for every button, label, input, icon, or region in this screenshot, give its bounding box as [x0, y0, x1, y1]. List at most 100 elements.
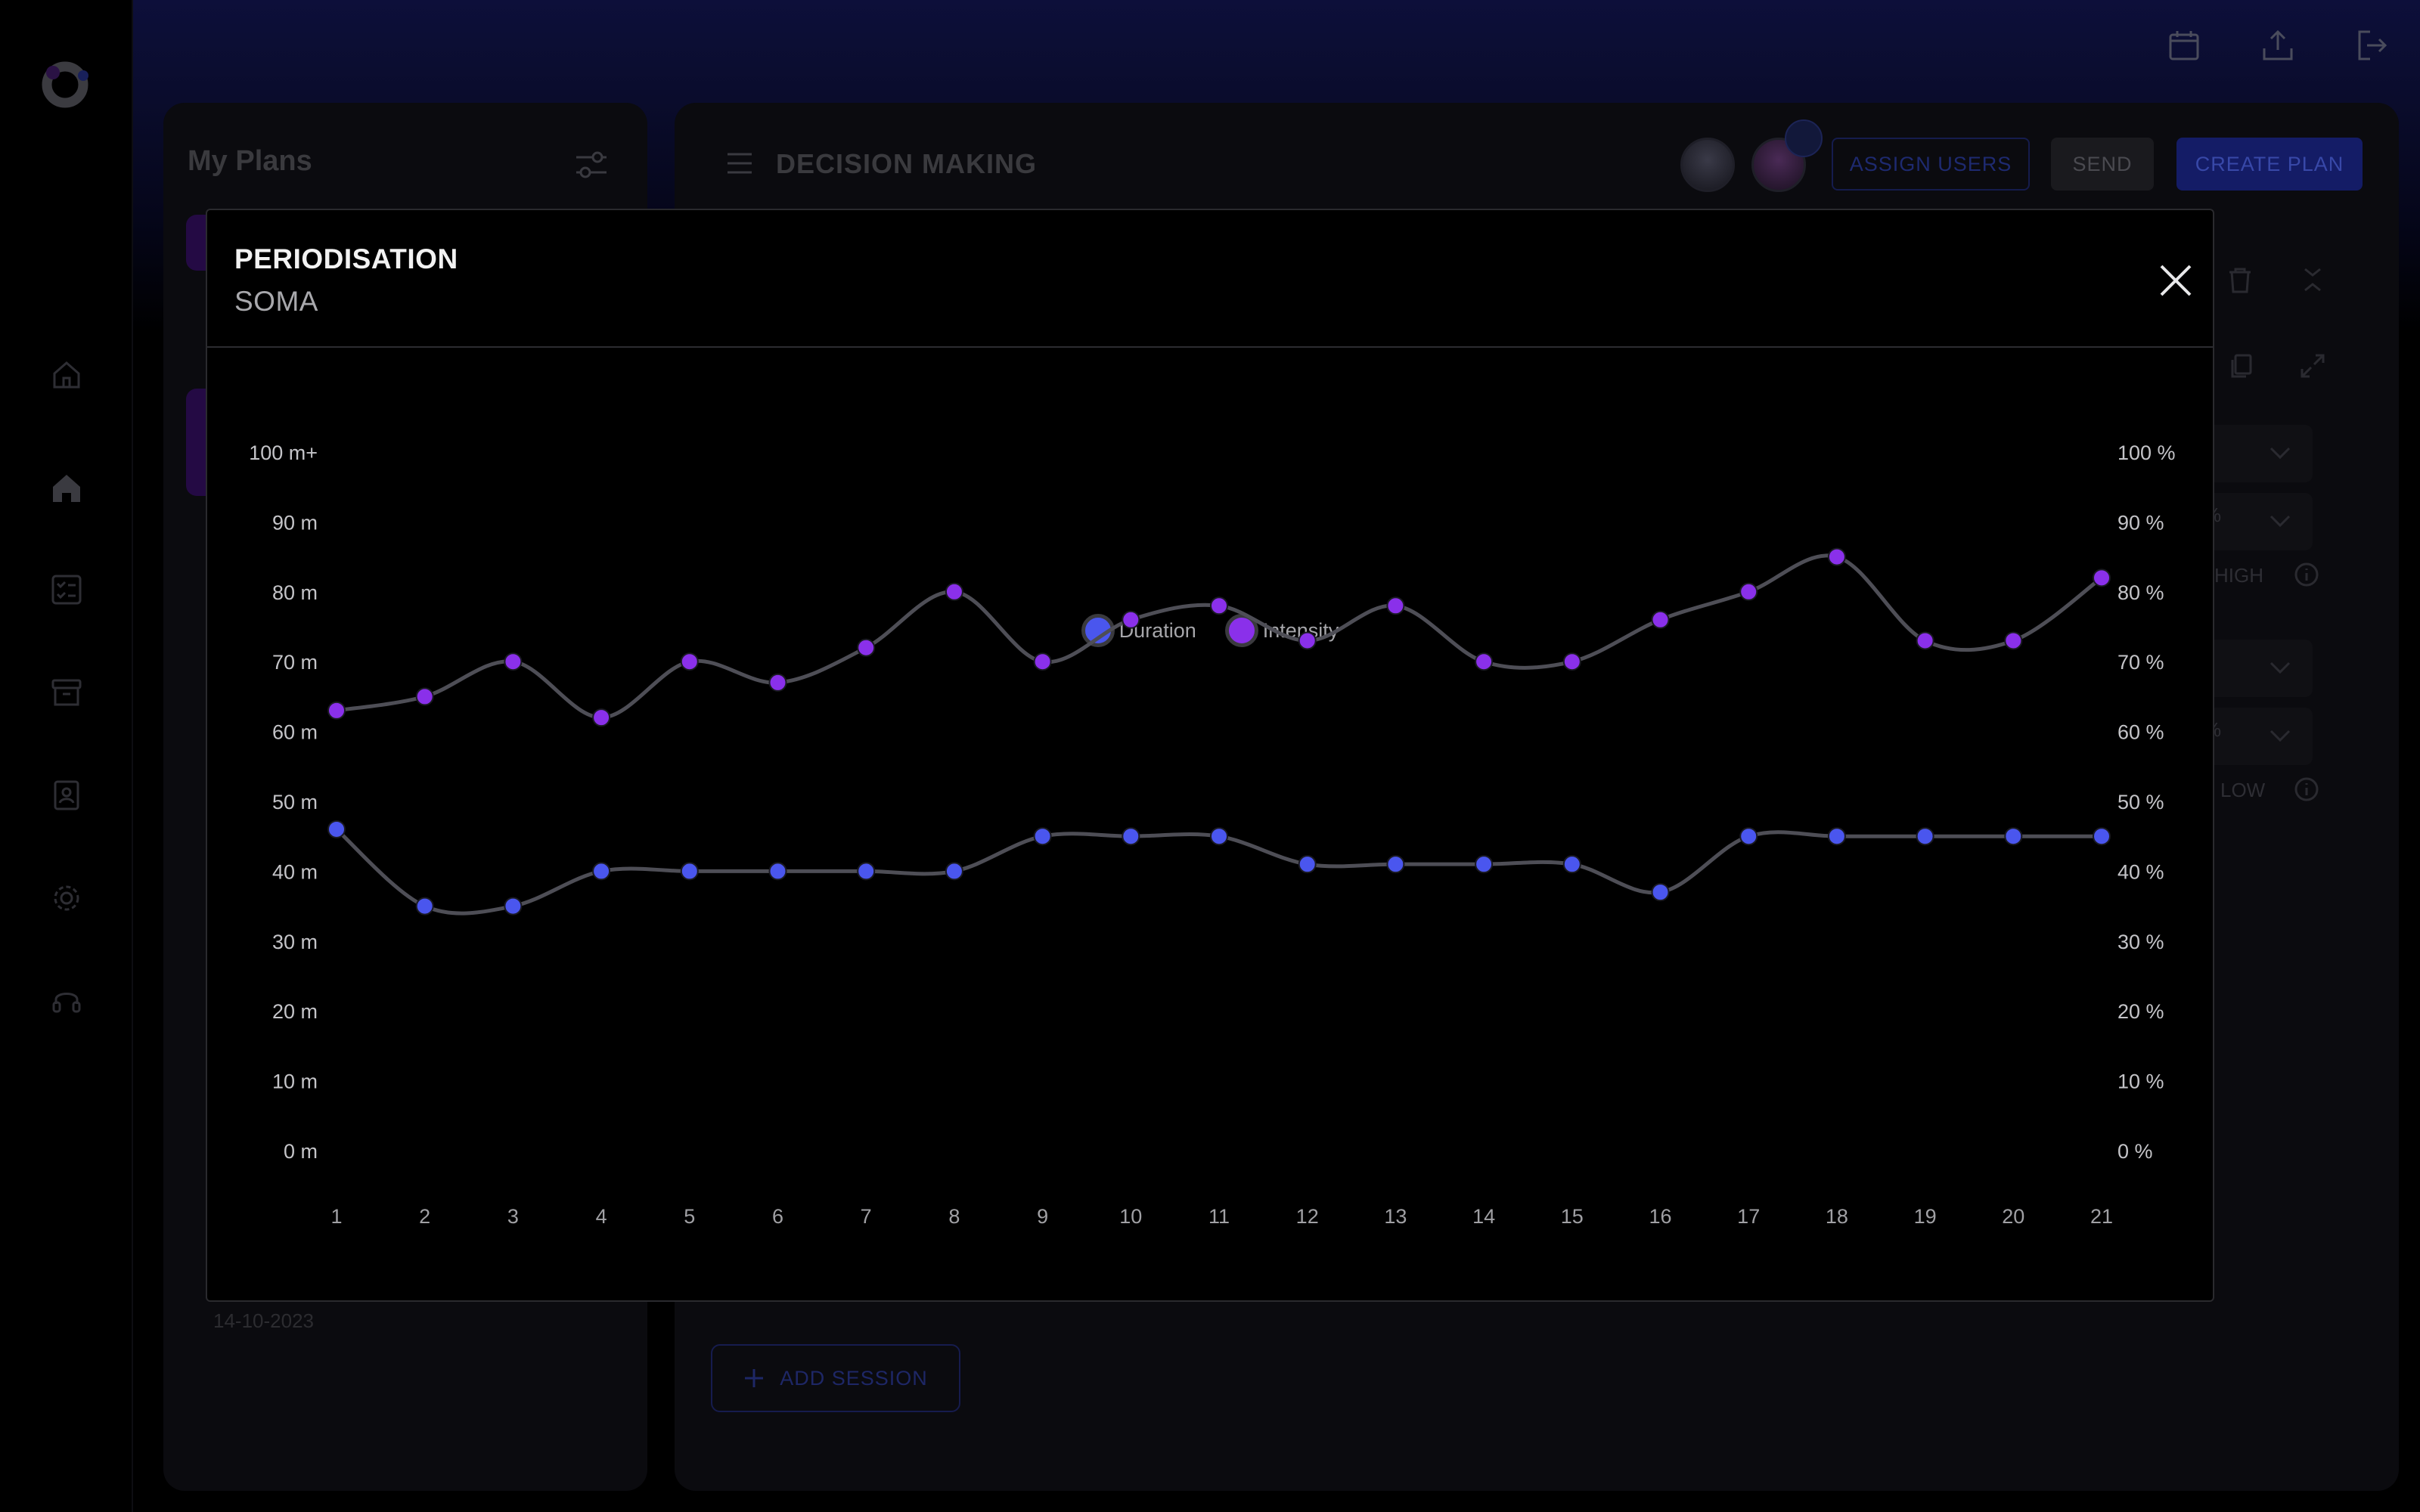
calendar-badge-icon: [1785, 119, 1823, 157]
top-actions: [2166, 27, 2390, 64]
assign-users-button[interactable]: ASSIGN USERS: [1832, 138, 2030, 191]
x-tick-label: 12: [1296, 1205, 1319, 1228]
page-title: DECISION MAKING: [776, 148, 1038, 179]
data-point-duration: [504, 897, 523, 916]
copy-icon[interactable]: [2225, 349, 2258, 383]
y-right-tick-label: 20 %: [2118, 1000, 2164, 1023]
x-tick-label: 10: [1119, 1205, 1142, 1228]
plan-date: 14-10-2023: [213, 1309, 314, 1332]
avatar[interactable]: [1680, 138, 1735, 192]
y-left-tick-label: 80 m: [272, 581, 318, 604]
y-right-tick-label: 60 %: [2118, 721, 2164, 744]
data-point-intensity: [2004, 631, 2023, 650]
y-right-tick-label: 70 %: [2118, 651, 2164, 674]
data-point-duration: [592, 862, 611, 881]
y-left-tick-label: 90 m: [272, 511, 318, 534]
expand-icon[interactable]: [2296, 349, 2329, 383]
y-right-tick-label: 80 %: [2118, 581, 2164, 604]
x-tick-label: 14: [1472, 1205, 1495, 1228]
data-point-intensity: [504, 652, 523, 671]
calendar-icon[interactable]: [2166, 27, 2202, 64]
y-left-tick-label: 70 m: [272, 651, 318, 674]
x-tick-label: 9: [1037, 1205, 1048, 1228]
close-icon[interactable]: [2155, 260, 2196, 301]
collapse-icon[interactable]: [2296, 263, 2329, 296]
data-point-intensity: [1562, 652, 1581, 671]
data-point-intensity: [592, 708, 611, 727]
x-tick-label: 1: [330, 1205, 342, 1228]
x-tick-label: 21: [2090, 1205, 2113, 1228]
y-left-tick-label: 60 m: [272, 721, 318, 744]
archive-icon[interactable]: [48, 674, 85, 711]
data-point-duration: [2093, 827, 2111, 846]
data-point-duration: [680, 862, 699, 881]
data-point-intensity: [1916, 631, 1934, 650]
y-right-tick-label: 0 %: [2118, 1140, 2153, 1163]
y-right-tick-label: 100 %: [2118, 442, 2176, 464]
data-point-intensity: [1827, 547, 1846, 566]
logout-icon[interactable]: [2353, 27, 2390, 64]
home-outline-icon[interactable]: [48, 357, 85, 393]
create-plan-button[interactable]: CREATE PLAN: [2176, 138, 2363, 191]
data-point-duration: [945, 862, 963, 881]
filter-icon[interactable]: [572, 145, 611, 184]
home-filled-icon[interactable]: [48, 470, 85, 507]
data-point-duration: [327, 820, 346, 838]
x-tick-label: 15: [1561, 1205, 1584, 1228]
data-point-duration: [1651, 883, 1670, 902]
y-left-tick-label: 20 m: [272, 1000, 318, 1023]
y-right-tick-label: 90 %: [2118, 511, 2164, 534]
add-session-button[interactable]: ADD SESSION: [711, 1344, 960, 1412]
data-point-duration: [768, 862, 787, 881]
x-tick-label: 18: [1826, 1205, 1848, 1228]
data-point-duration: [1739, 827, 1758, 846]
data-point-intensity: [857, 638, 876, 657]
contact-icon[interactable]: [48, 777, 85, 813]
trash-icon[interactable]: [2223, 263, 2257, 296]
x-tick-label: 7: [861, 1205, 872, 1228]
data-point-intensity: [945, 582, 963, 601]
level-label-low: LOW: [2220, 779, 2266, 801]
data-point-duration: [857, 862, 876, 881]
data-point-duration: [1122, 827, 1140, 846]
sidebar-rail: [0, 0, 133, 1512]
level-label-high: HIGH: [2214, 564, 2263, 587]
x-tick-label: 4: [596, 1205, 607, 1228]
menu-icon[interactable]: [724, 150, 755, 177]
data-point-intensity: [2093, 569, 2111, 587]
add-session-label: ADD SESSION: [780, 1366, 928, 1390]
data-point-intensity: [1475, 652, 1494, 671]
info-icon[interactable]: [2293, 561, 2320, 588]
app-logo[interactable]: [38, 57, 92, 109]
send-button[interactable]: SEND: [2051, 138, 2154, 191]
x-tick-label: 11: [1208, 1205, 1230, 1228]
y-left-tick-label: 30 m: [272, 931, 318, 953]
data-point-intensity: [327, 701, 346, 720]
info-icon[interactable]: [2293, 776, 2320, 803]
chart-legend: Duration Intensity: [207, 614, 2213, 647]
select-dropdown[interactable]: [2199, 708, 2313, 765]
data-point-intensity: [1739, 582, 1758, 601]
select-dropdown[interactable]: [2199, 640, 2313, 697]
upload-icon[interactable]: [2260, 27, 2296, 64]
headset-icon[interactable]: [48, 983, 85, 1019]
x-tick-label: 20: [2002, 1205, 2024, 1228]
y-right-tick-label: 30 %: [2118, 931, 2164, 953]
data-point-duration: [1386, 855, 1405, 874]
data-point-duration: [1210, 827, 1228, 846]
data-point-intensity: [415, 687, 434, 706]
select-dropdown[interactable]: [2199, 425, 2313, 482]
modal-title: PERIODISATION: [234, 243, 458, 274]
gear-icon[interactable]: [48, 880, 85, 916]
data-point-intensity: [1298, 631, 1317, 650]
y-left-tick-label: 40 m: [272, 860, 318, 883]
x-tick-label: 6: [772, 1205, 783, 1228]
select-dropdown[interactable]: [2199, 493, 2313, 550]
periodisation-modal: PERIODISATION SOMA Duration Intensity 0 …: [206, 209, 2214, 1302]
x-tick-label: 17: [1737, 1205, 1760, 1228]
y-left-tick-label: 100 m+: [249, 442, 318, 464]
data-point-duration: [415, 897, 434, 916]
plans-title: My Plans: [188, 145, 312, 177]
checklist-icon[interactable]: [48, 572, 85, 608]
